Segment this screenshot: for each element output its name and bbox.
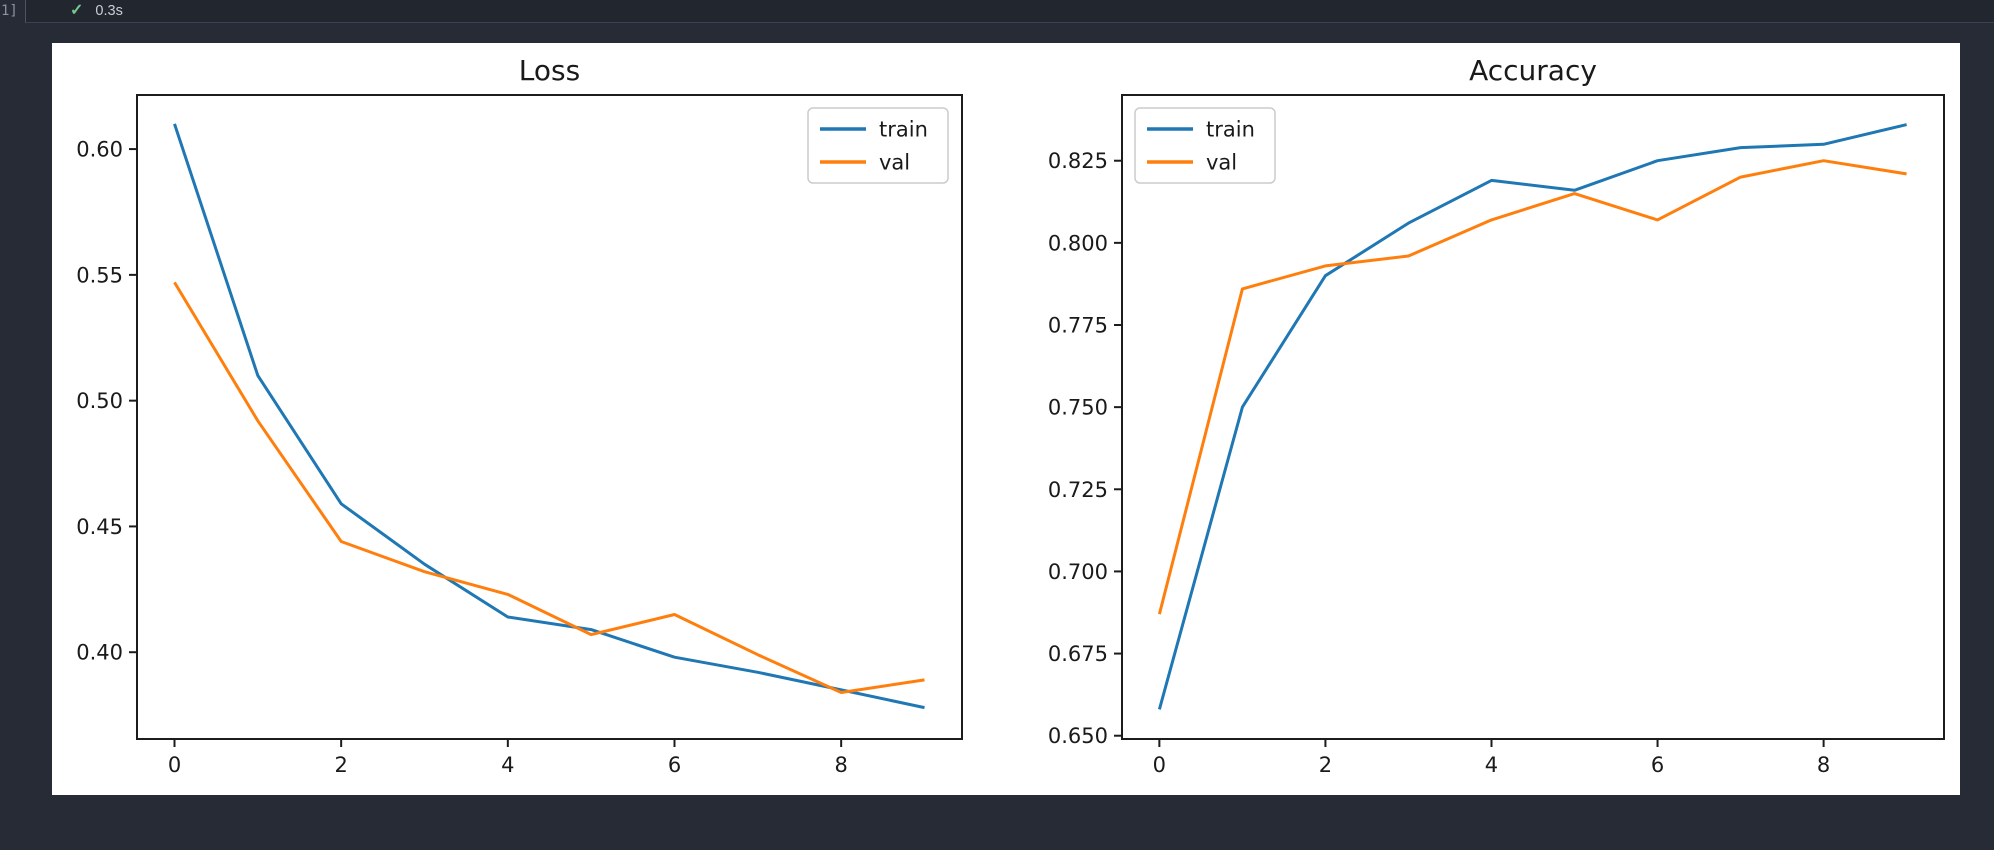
y-tick-label: 0.650 <box>1048 724 1108 748</box>
x-tick-label: 4 <box>501 753 514 777</box>
x-tick-label: 4 <box>1485 753 1498 777</box>
series-line-train <box>173 123 925 710</box>
legend-box <box>1134 107 1276 184</box>
legend-label-val: val <box>879 151 910 175</box>
legend-label-train: train <box>879 118 928 142</box>
y-tick-label: 0.55 <box>76 263 123 287</box>
x-tick-label: 8 <box>834 753 847 777</box>
y-tick-label: 0.750 <box>1048 396 1108 420</box>
axes-frame <box>136 94 963 740</box>
y-tick-label: 0.800 <box>1048 231 1108 255</box>
cell-output-toolbar: 1] ✓ 0.3s <box>1 0 1994 23</box>
figure-canvas: Loss 0 2 4 6 8 0.40 0.45 0.50 0.55 0.60 train val Acc… <box>76 54 1945 777</box>
series-line-train <box>1157 123 1907 710</box>
execution-count: 1] <box>1 3 18 19</box>
y-tick-label: 0.700 <box>1048 560 1108 584</box>
legend-box <box>807 107 949 184</box>
legend-label-train: train <box>1206 118 1255 142</box>
x-tick-label: 0 <box>1153 753 1166 777</box>
x-tick-label: 6 <box>1651 753 1664 777</box>
y-tick-label: 0.50 <box>76 389 123 413</box>
x-tick-label: 2 <box>1319 753 1332 777</box>
legend-label-val: val <box>1206 151 1237 175</box>
x-tick-label: 2 <box>334 753 347 777</box>
chart-title: Loss <box>519 54 580 87</box>
series-line-val <box>173 281 925 694</box>
x-tick-label: 8 <box>1817 753 1830 777</box>
y-tick-label: 0.825 <box>1048 149 1108 173</box>
check-icon: ✓ <box>70 2 84 19</box>
y-tick-label: 0.775 <box>1048 314 1108 338</box>
execution-duration: 0.3s <box>95 3 123 19</box>
y-tick-label: 0.45 <box>76 515 123 539</box>
y-tick-label: 0.725 <box>1048 478 1108 502</box>
chart-title: Accuracy <box>1469 54 1597 87</box>
y-tick-label: 0.675 <box>1048 642 1108 666</box>
series-line-val <box>1157 159 1907 615</box>
matplotlib-figure: Loss 0 2 4 6 8 0.40 0.45 0.50 0.55 0.60 train val Acc… <box>52 43 1960 795</box>
axes-frame <box>1121 94 1945 740</box>
x-tick-label: 6 <box>668 753 681 777</box>
y-tick-label: 0.60 <box>76 138 123 162</box>
y-tick-label: 0.40 <box>76 641 123 665</box>
x-tick-label: 0 <box>168 753 181 777</box>
